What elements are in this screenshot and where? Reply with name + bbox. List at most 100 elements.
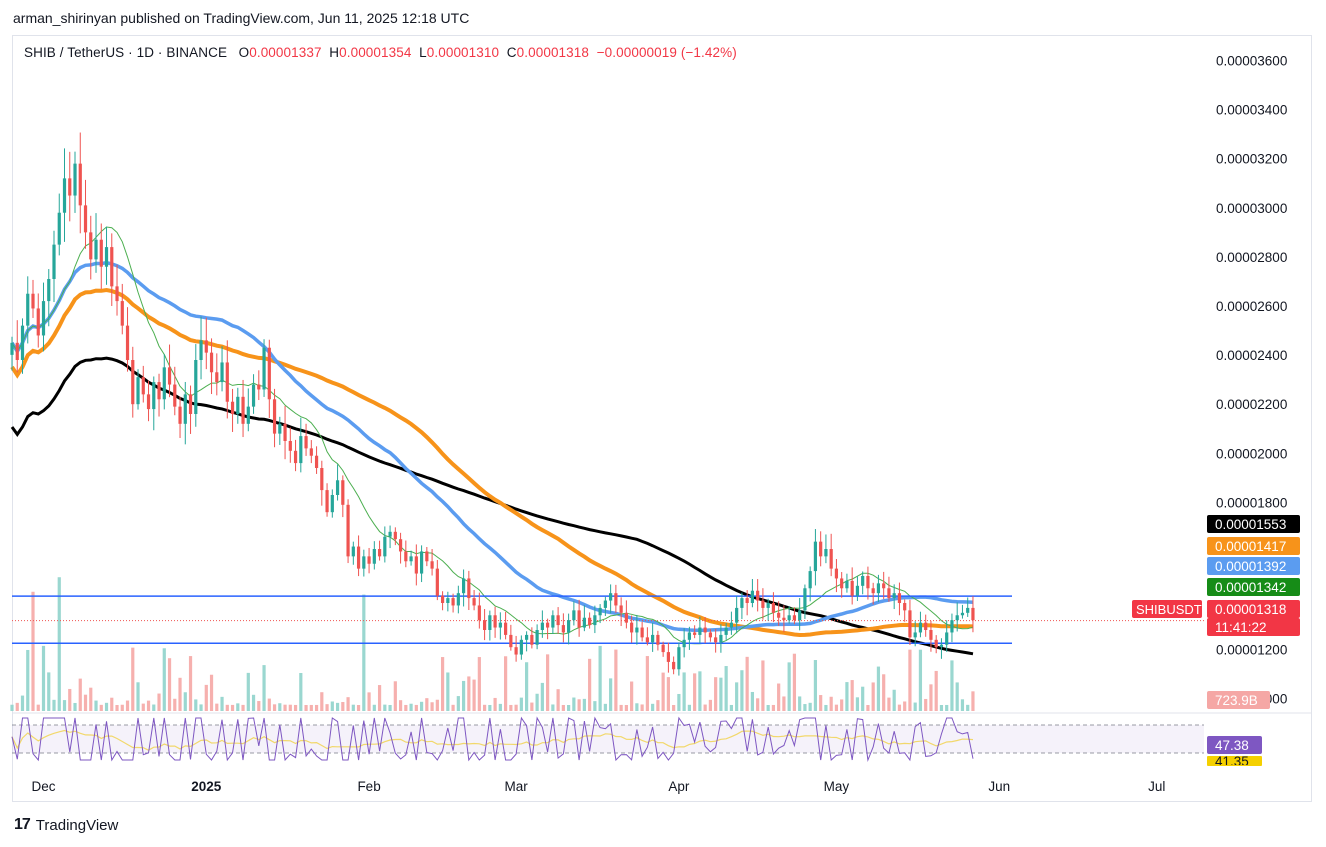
volume-bar	[945, 704, 949, 711]
y-axis-tick-label: 0.00002600	[1216, 299, 1287, 314]
volume-bar	[551, 704, 555, 711]
candle-body	[367, 556, 371, 564]
volume-bar	[882, 674, 886, 711]
candle-body	[36, 308, 40, 336]
volume-bar	[498, 703, 502, 711]
volume-bar	[934, 670, 938, 711]
x-axis-tick-label: Feb	[357, 779, 380, 794]
volume-bar	[68, 688, 72, 711]
candle-body	[309, 448, 313, 456]
volume-bar	[31, 591, 35, 711]
volume-bar	[220, 696, 224, 711]
candle-body	[525, 634, 529, 640]
candle-body	[929, 630, 933, 640]
volume-bar	[230, 704, 235, 711]
tradingview-brand[interactable]: 17 TradingView	[14, 816, 118, 834]
volume-bar	[761, 660, 765, 711]
countdown-tag: 11:41:22	[1207, 618, 1300, 636]
candle-body	[293, 450, 298, 464]
candle-body	[504, 622, 508, 635]
legend-symbol[interactable]: SHIB / TetherUS · 1D · BINANCE	[24, 45, 228, 60]
volume-bar	[335, 702, 340, 711]
volume-bar	[409, 703, 413, 711]
candle-body	[78, 163, 82, 206]
volume-bar	[188, 656, 193, 711]
volume-bar	[960, 699, 965, 711]
volume-bar	[173, 698, 177, 711]
candle-body	[351, 546, 355, 557]
candle-body	[845, 580, 849, 589]
candle-body	[341, 480, 345, 505]
candle-body	[593, 615, 597, 626]
volume-bar	[703, 704, 707, 711]
candle-body	[703, 627, 707, 633]
candle-body	[798, 610, 802, 621]
y-axis-tick-label: 0.00002400	[1216, 348, 1287, 363]
candle-body	[167, 367, 172, 385]
volume-bar	[913, 702, 917, 711]
candle-body	[152, 382, 156, 410]
volume-bar	[398, 700, 403, 711]
volume-bar	[903, 701, 907, 711]
candle-body	[908, 610, 912, 638]
candle-body	[283, 423, 287, 441]
volume-bar	[609, 678, 613, 711]
candle-body	[551, 615, 555, 628]
volume-bar	[304, 704, 308, 711]
candle-body	[10, 342, 14, 355]
candle-body	[535, 630, 539, 645]
candle-body	[262, 347, 266, 390]
candle-body	[871, 588, 875, 594]
candle-body	[356, 546, 361, 569]
volume-bar	[666, 677, 670, 711]
candle-body	[68, 178, 72, 196]
volume-bar	[782, 696, 786, 711]
volume-bar	[561, 704, 565, 711]
volume-bar	[356, 704, 361, 711]
volume-bar	[845, 682, 849, 711]
y-axis-tick-label: 0.00002800	[1216, 250, 1287, 265]
candle-body	[903, 603, 907, 611]
candle-body	[714, 637, 718, 643]
candle-body	[225, 362, 229, 402]
volume-bar	[83, 694, 88, 711]
candle-body	[687, 632, 691, 640]
candle-body	[241, 396, 245, 424]
candle-body	[183, 394, 187, 424]
volume-bar	[278, 703, 282, 711]
volume-bar	[299, 673, 303, 711]
candle-body	[897, 593, 902, 603]
candle-body	[945, 632, 949, 645]
candle-body	[582, 617, 586, 628]
candle-body	[792, 615, 797, 621]
candle-body	[257, 384, 261, 390]
candle-body	[861, 576, 865, 586]
candle-body	[94, 239, 98, 260]
volume-bar	[314, 704, 319, 711]
candle-body	[482, 620, 487, 630]
candle-body	[834, 568, 839, 579]
volume-bar	[152, 704, 156, 711]
candle-body	[666, 652, 670, 662]
candle-body	[661, 644, 665, 653]
candle-body	[813, 541, 818, 572]
volume-bar	[535, 693, 539, 711]
volume-bar	[209, 674, 214, 711]
volume-bar	[645, 656, 649, 711]
candle-body	[729, 622, 734, 628]
volume-bar	[803, 704, 807, 711]
volume-bar	[808, 702, 812, 711]
candle-body	[146, 394, 151, 410]
volume-bar	[293, 704, 298, 711]
volume-bar	[519, 697, 523, 711]
svg-text:11:41:22: 11:41:22	[1215, 620, 1267, 635]
candle-body	[362, 556, 366, 569]
volume-bar	[440, 657, 445, 711]
volume-bar	[136, 682, 140, 711]
svg-text:41.35: 41.35	[1215, 754, 1249, 769]
volume-bar	[57, 577, 61, 711]
volume-bar	[162, 648, 166, 711]
candle-body	[57, 212, 61, 245]
rsi-band	[12, 725, 1204, 753]
